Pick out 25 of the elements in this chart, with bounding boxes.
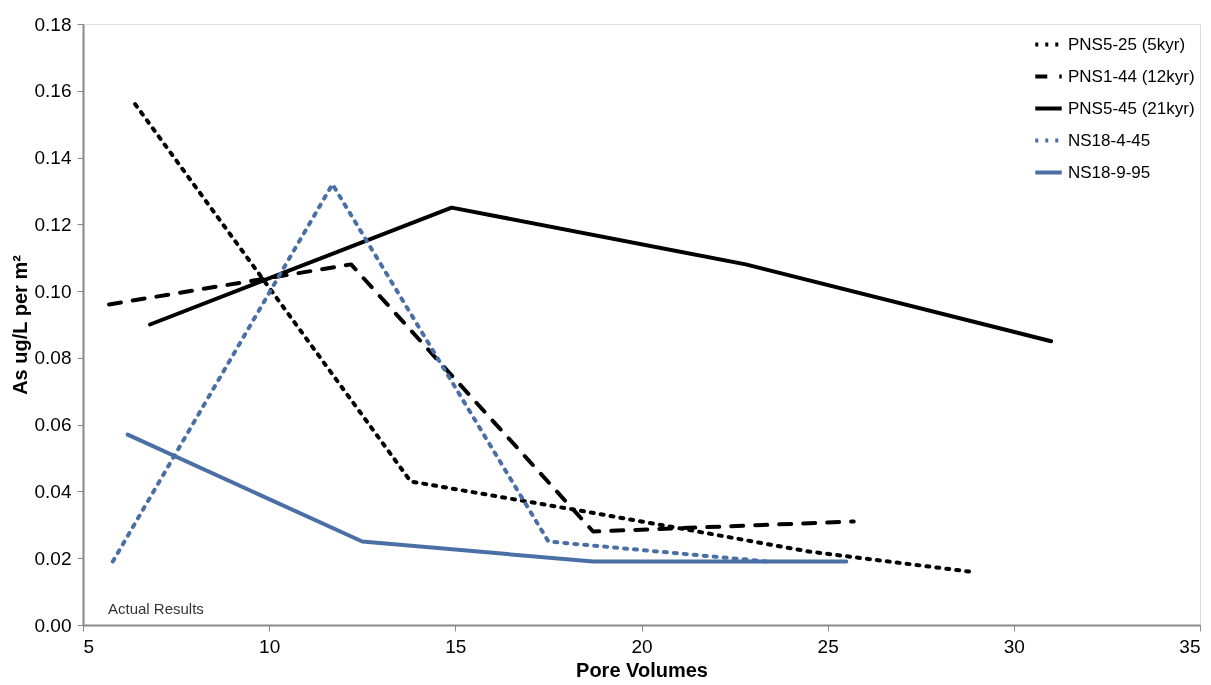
y-tick-label: 0.00 — [34, 614, 72, 636]
y-tick-label: 0.10 — [34, 280, 72, 302]
x-tick-label: 5 — [83, 635, 95, 657]
y-axis-title: As ug/L per m² — [8, 254, 31, 395]
y-tick-label: 0.16 — [34, 80, 72, 102]
x-tick-label: 30 — [1003, 635, 1025, 657]
y-tick-label: 0.02 — [34, 547, 72, 569]
legend-label: NS18-4-45 — [1068, 130, 1151, 150]
x-tick-label: 10 — [259, 635, 281, 657]
y-tick-label: 0.12 — [34, 213, 72, 235]
x-tick-label: 35 — [1179, 635, 1201, 657]
x-tick-label: 15 — [445, 635, 467, 657]
legend-label: PNS5-25 (5kyr) — [1068, 34, 1186, 54]
y-tick-label: 0.06 — [34, 414, 72, 436]
y-tick-label: 0.04 — [34, 480, 72, 502]
legend-label: NS18-9-95 — [1068, 162, 1151, 182]
y-tick-label: 0.08 — [34, 347, 72, 369]
y-tick-label: 0.18 — [34, 13, 72, 35]
x-tick-label: 25 — [817, 635, 839, 657]
legend-label: PNS5-45 (21kyr) — [1068, 98, 1195, 118]
y-tick-label: 0.14 — [34, 147, 72, 169]
x-axis-title: Pore Volumes — [576, 658, 708, 681]
legend-label: PNS1-44 (12kyr) — [1068, 66, 1195, 86]
x-tick-label: 20 — [631, 635, 653, 657]
annotation: Actual Results — [108, 600, 204, 617]
